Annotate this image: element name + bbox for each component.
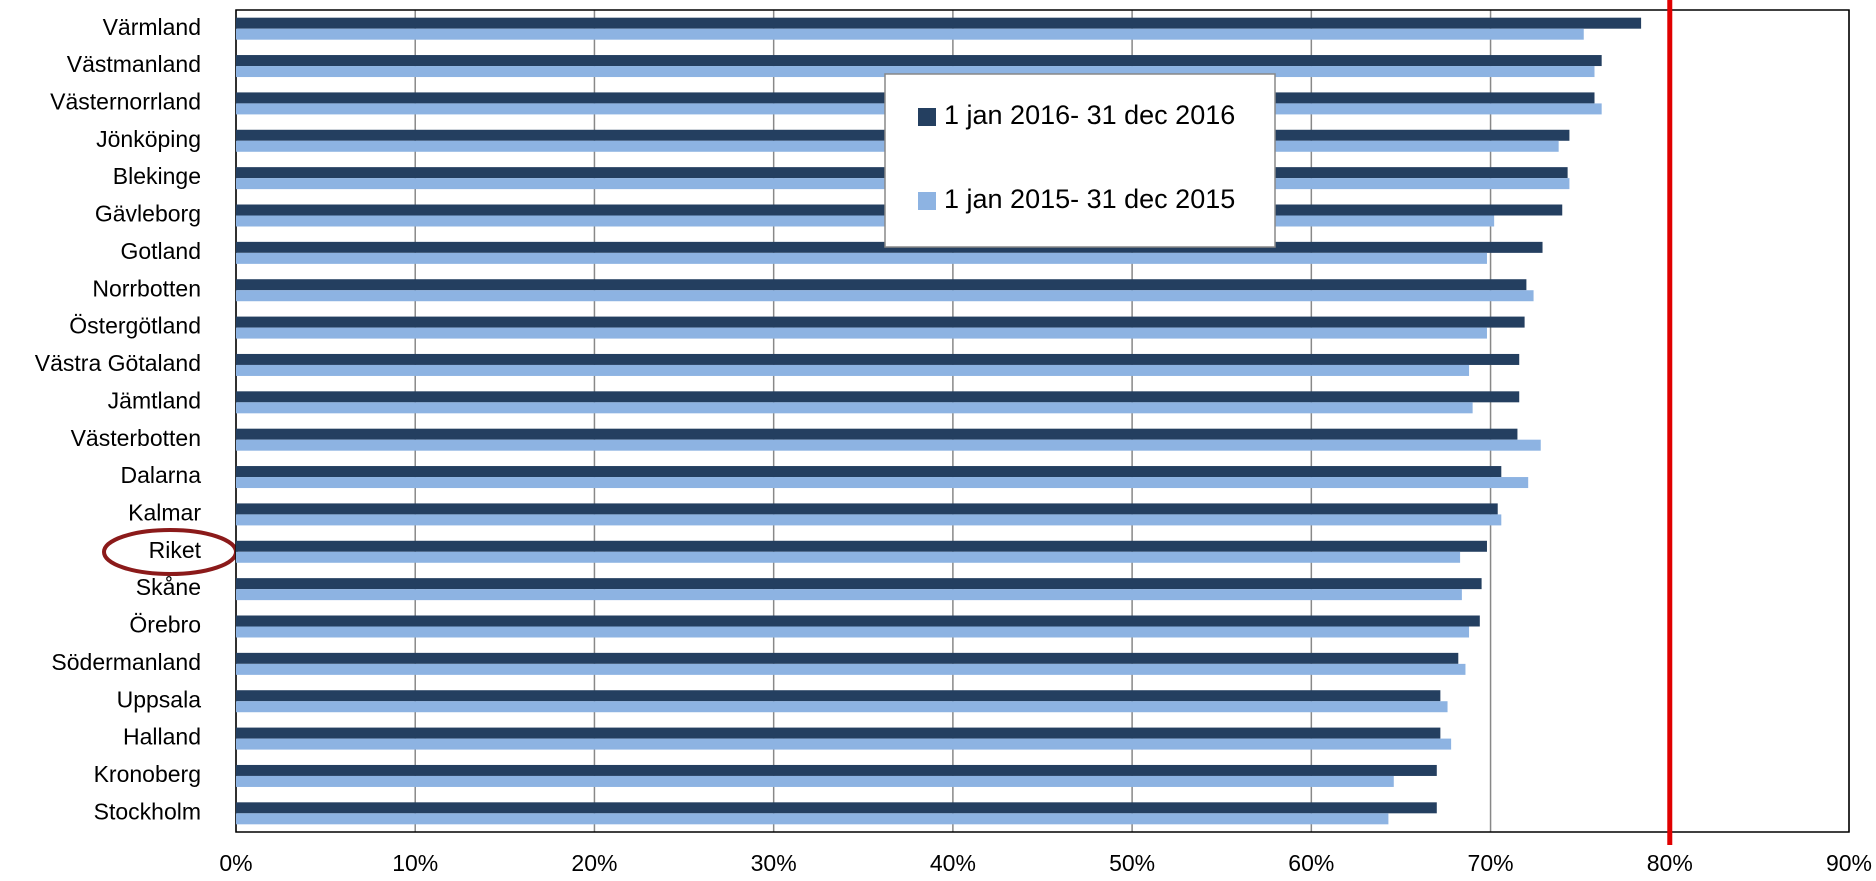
x-tick-label: 10% xyxy=(392,850,438,876)
y-tick-label: Västerbotten xyxy=(71,425,201,451)
bar xyxy=(236,652,1459,664)
y-tick-label: Gotland xyxy=(120,238,201,264)
bar xyxy=(236,215,1495,227)
legend-box xyxy=(884,73,1276,248)
legend-label: 1 jan 2016- 31 dec 2016 xyxy=(944,100,1235,130)
x-tick-label: 20% xyxy=(571,850,617,876)
bar xyxy=(236,439,1541,451)
x-tick-label: 50% xyxy=(1109,850,1155,876)
bar xyxy=(236,316,1525,328)
y-tick-label: Västmanland xyxy=(67,51,201,77)
y-tick-label: Örebro xyxy=(129,612,201,638)
bar xyxy=(236,615,1480,627)
x-tick-label: 40% xyxy=(930,850,976,876)
bar xyxy=(236,690,1441,702)
x-tick-label: 70% xyxy=(1468,850,1514,876)
y-tick-label: Västernorrland xyxy=(50,88,201,114)
y-tick-label: Kalmar xyxy=(128,499,201,525)
bar xyxy=(236,503,1498,515)
y-tick-label: Riket xyxy=(149,537,202,563)
y-tick-label: Stockholm xyxy=(94,798,201,824)
bar xyxy=(236,578,1482,590)
y-tick-label: Östergötland xyxy=(69,313,201,339)
bar xyxy=(236,353,1520,365)
legend-swatch xyxy=(918,108,936,126)
y-tick-label: Norrbotten xyxy=(92,275,201,301)
bar xyxy=(236,279,1527,291)
bar xyxy=(236,252,1487,264)
bar xyxy=(236,66,1595,78)
bar xyxy=(236,391,1520,403)
bar xyxy=(236,428,1518,440)
bar xyxy=(236,327,1487,339)
y-tick-label: Dalarna xyxy=(120,462,201,488)
legend-label: 1 jan 2015- 31 dec 2015 xyxy=(944,184,1235,214)
y-tick-label: Värmland xyxy=(103,14,201,40)
plot-border xyxy=(235,9,1850,833)
bar xyxy=(236,727,1441,739)
bar xyxy=(236,290,1534,302)
bar xyxy=(236,626,1470,638)
y-tick-label: Skåne xyxy=(136,574,201,600)
bar xyxy=(236,28,1584,40)
bar xyxy=(236,402,1473,414)
bar xyxy=(236,364,1470,376)
x-tick-label: 80% xyxy=(1647,850,1693,876)
y-tick-label: Jämtland xyxy=(108,387,201,413)
y-tick-label: Västra Götaland xyxy=(35,350,201,376)
legend-swatch xyxy=(918,192,936,210)
x-tick-label: 30% xyxy=(751,850,797,876)
x-tick-label: 60% xyxy=(1288,850,1334,876)
bar xyxy=(236,55,1602,67)
bar xyxy=(236,802,1437,814)
bar xyxy=(236,764,1437,776)
bar xyxy=(236,813,1389,825)
bar xyxy=(236,540,1487,552)
bar xyxy=(236,589,1462,601)
y-tick-label: Jönköping xyxy=(96,126,201,152)
y-tick-label: Gävleborg xyxy=(95,201,201,227)
y-tick-label: Halland xyxy=(123,724,201,750)
bar xyxy=(236,775,1394,787)
bar xyxy=(236,738,1452,750)
bar xyxy=(236,701,1448,713)
y-tick-label: Södermanland xyxy=(51,649,201,675)
y-tick-label: Uppsala xyxy=(117,686,202,712)
bar xyxy=(236,551,1461,563)
bar xyxy=(236,477,1529,489)
x-tick-label: 90% xyxy=(1826,850,1872,876)
bar xyxy=(236,466,1502,478)
bar xyxy=(236,17,1642,29)
x-tick-label: 0% xyxy=(219,850,252,876)
y-tick-label: Kronoberg xyxy=(94,761,201,787)
y-tick-label: Blekinge xyxy=(113,163,201,189)
bar xyxy=(236,663,1466,675)
bar xyxy=(236,514,1502,526)
